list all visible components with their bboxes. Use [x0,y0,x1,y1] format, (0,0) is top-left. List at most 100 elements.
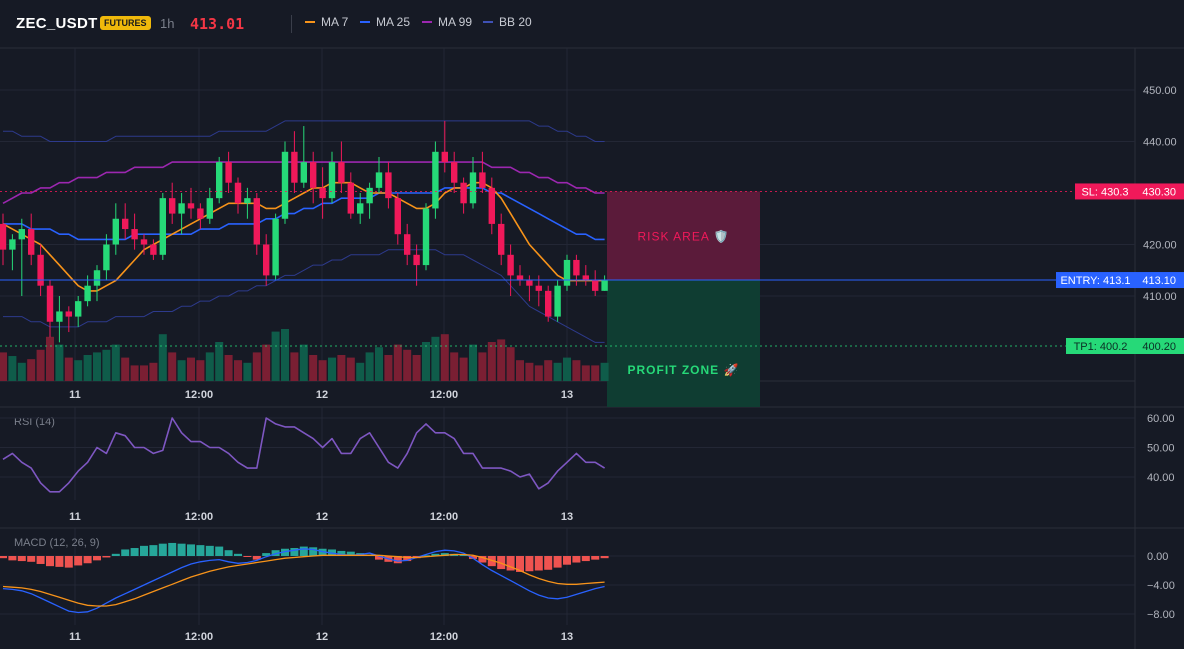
candle-body [122,218,129,230]
macd-histogram-bar [563,556,571,565]
entry-tag-label: ENTRY: 413.1 [1060,275,1130,287]
volume-bar [440,334,449,381]
time-label: 11 [69,511,81,523]
macd-histogram-bar [0,556,7,559]
volume-bar [177,360,186,381]
volume-bar [572,360,581,381]
candle-body [601,280,608,291]
tp1-price-tag: 400.20 [1142,341,1176,353]
candle-body [206,198,213,219]
macd-histogram-bar [553,556,562,568]
legend-ma99[interactable]: MA 99 [422,15,472,29]
rsi-tick-label: 50.00 [1147,443,1175,455]
legend-ma7[interactable]: MA 7 [305,15,348,29]
legend-bb20[interactable]: BB 20 [483,15,532,29]
candle-body [75,301,82,317]
volume-bar [600,362,609,381]
candle-body [375,172,383,188]
candle-body [516,275,524,281]
volume-bar [281,329,289,381]
volume-bar [0,352,7,381]
macd-histogram-bar [187,544,195,556]
candle-body [479,172,486,188]
volume-bar [459,357,468,381]
volume-bar [83,355,92,381]
volume-bar [121,357,130,381]
macd-histogram-bar [431,553,440,556]
macd-histogram-bar [591,556,600,560]
macd-histogram-bar [74,556,83,566]
volume-bar [64,357,73,381]
tp1-price-tag-bg [1135,338,1184,354]
macd-histogram-bar [478,556,487,563]
volume-bar [111,344,120,381]
volume-bar [431,336,440,381]
candle-body [385,172,392,199]
macd-title: MACD (12, 26, 9) [14,537,100,549]
time-axis: 11 12:00 12 12:00 13 11 12:00 12 12:00 13 11 12:00 1… [69,389,573,643]
risk-area-label: RISK AREA 🛡️ [638,229,730,243]
candle-body [37,254,44,286]
symbol-label[interactable]: ZEC_USDT [16,15,98,32]
candles [0,120,608,343]
futures-badge: FUTURES [100,16,151,30]
candle-body [488,187,495,224]
legend-ma25[interactable]: MA 25 [360,15,410,29]
macd-histogram-bar [46,556,54,567]
time-label: 12 [316,389,328,401]
macd-histogram-bar [8,556,17,561]
volume-bar [205,352,214,381]
header-divider [291,15,292,33]
time-label: 13 [561,511,573,523]
candle-body [563,259,571,286]
candle-body [234,182,242,204]
macd-line [2,548,605,614]
macd-histogram-bar [271,550,280,556]
trade-zones: RISK AREA 🛡️ PROFIT ZONE 🚀 [607,191,760,407]
macd-histogram-bar [337,550,346,556]
volume-bar [534,365,543,381]
level-lines: SL: 430.3 ENTRY: 413.1 TP1: 400.2 [0,183,1135,354]
rsi-pane: RSI (14) 60.00 50.00 40.00 [0,413,1175,493]
volume-bar [168,352,177,381]
candle-body [404,234,411,255]
time-label: 11 [69,631,81,643]
time-label: 12:00 [430,389,458,401]
profit-zone [607,280,760,407]
volume-bar [299,344,308,381]
macd-histogram-bar [130,548,139,556]
volume-bar [74,360,83,381]
price-tick-label: 450.00 [1143,85,1177,97]
candle-body [451,162,458,183]
candle-body [159,198,166,255]
time-label: 12:00 [185,511,213,523]
volume-bar [506,347,515,381]
macd-histogram-bar [403,556,412,562]
volume-bar [234,360,242,381]
volume-bar [412,355,421,381]
candle-body [328,162,336,199]
volume-bar [384,355,393,381]
macd-histogram-bar [27,556,36,562]
volume-bar [563,357,571,381]
macd-histogram-bar [262,553,271,556]
sl-price-tag-bg [1135,183,1184,200]
entry-price-tag-bg [1135,272,1184,289]
time-label: 12 [316,511,328,523]
candle-body [582,275,589,281]
rsi-tick-label: 60.00 [1147,413,1175,425]
timeframe-label[interactable]: 1h [160,16,175,31]
candle-body [310,162,317,188]
candle-body [432,151,439,209]
entry-price-tag: 413.10 [1142,275,1176,287]
macd-histogram-bar [581,556,590,562]
volume-bar [140,365,148,381]
macd-histogram-bar [497,556,506,570]
volume-bar [290,352,299,381]
macd-histogram-bar [102,556,111,558]
macd-histogram-bar [83,556,92,564]
legend-ma7-label: MA 7 [321,15,349,29]
macd-histogram-bar [318,548,327,556]
volume-bar [262,344,271,381]
